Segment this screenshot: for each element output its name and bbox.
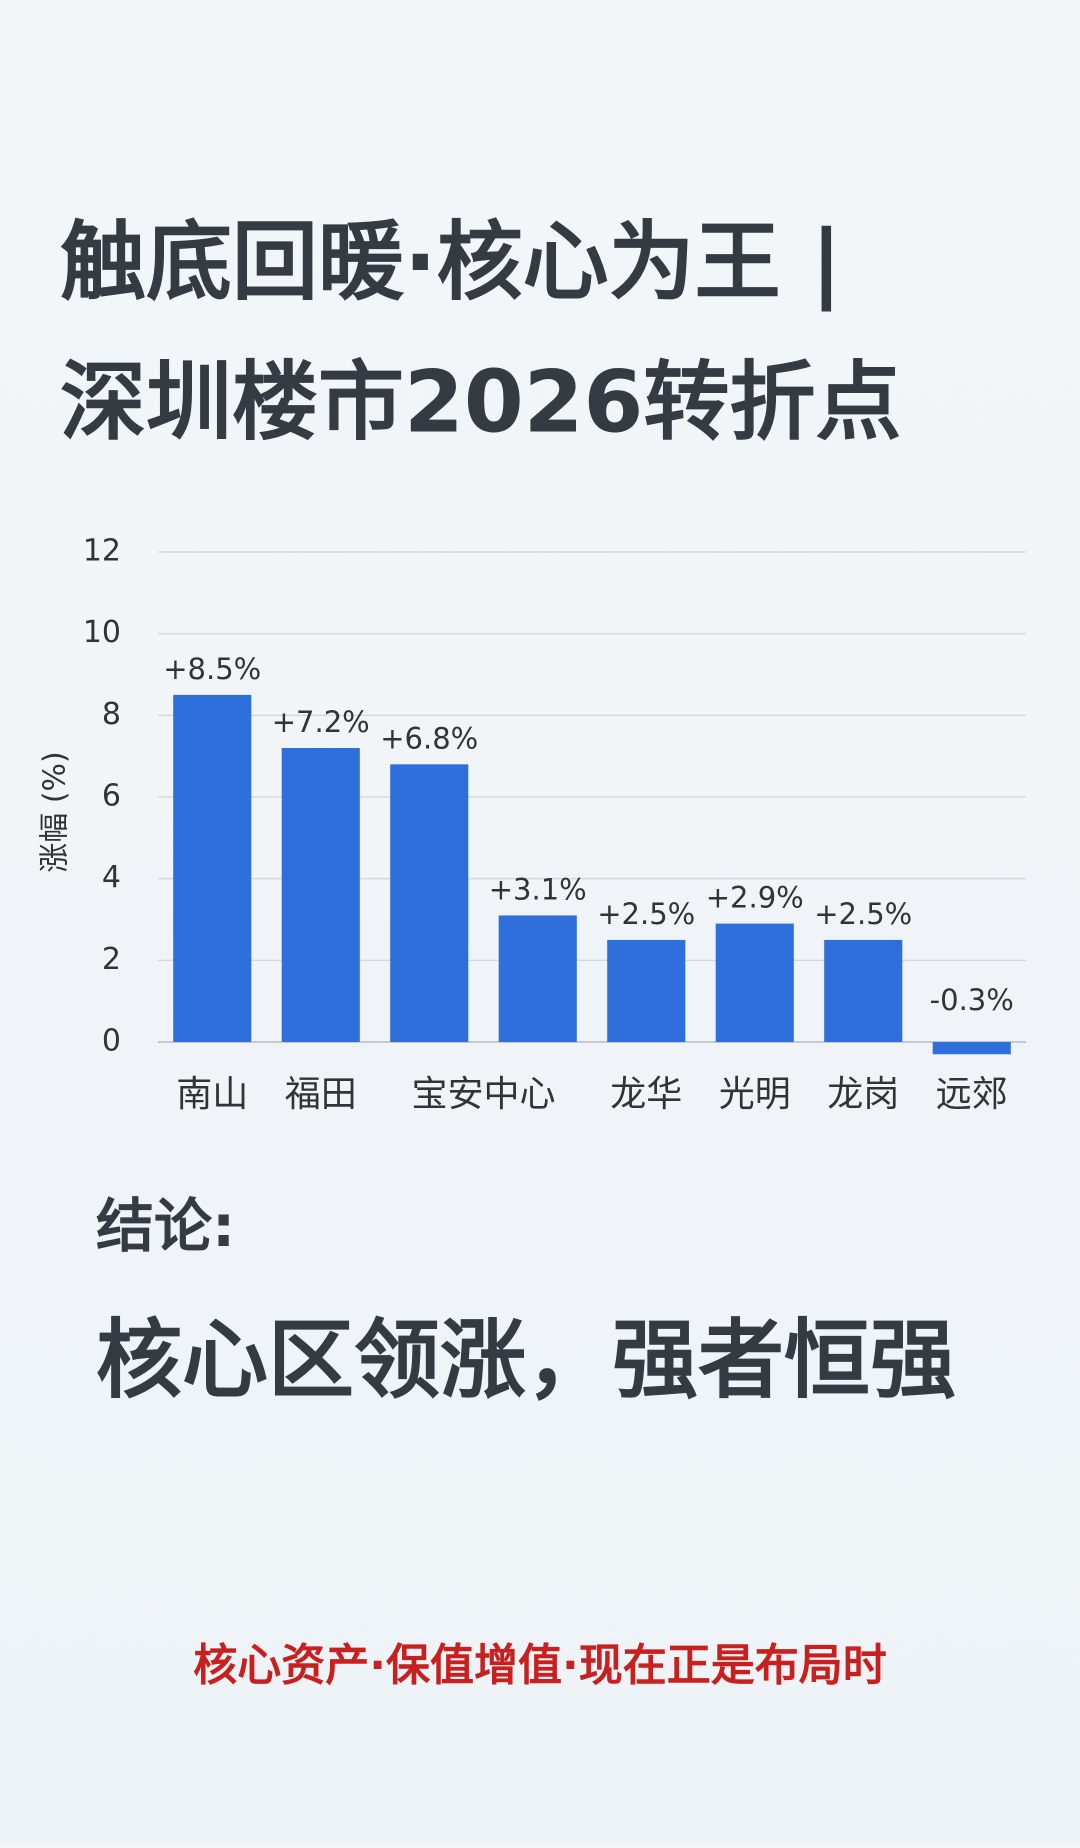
y-tick-label: 4 — [102, 860, 121, 895]
value-label: +3.1% — [489, 872, 587, 906]
x-tick-label: 南山 — [176, 1074, 248, 1115]
y-tick-label: 12 — [83, 534, 121, 569]
title-line: 深圳楼市2026转折点 — [60, 352, 901, 452]
y-tick-label: 10 — [83, 615, 121, 650]
y-axis-label: 涨幅 (%) — [38, 751, 73, 872]
footer: 核心资产·保值增值·现在正是布局时 — [193, 1640, 886, 1691]
x-tick-label: 龙华 — [610, 1074, 682, 1115]
bar — [281, 748, 360, 1042]
y-tick-label: 8 — [102, 697, 121, 732]
bar — [715, 923, 794, 1042]
x-tick-label: 宝安中心 — [411, 1074, 555, 1115]
value-label: +8.5% — [163, 652, 261, 686]
y-tick-label: 6 — [102, 779, 121, 814]
y-tick-label: 2 — [102, 942, 121, 977]
value-label: +7.2% — [272, 705, 370, 739]
bar — [173, 694, 252, 1042]
y-tick-label: 0 — [102, 1024, 121, 1059]
value-label: -0.3% — [930, 983, 1014, 1017]
x-tick-label: 远郊 — [936, 1074, 1008, 1115]
bar — [824, 939, 903, 1042]
conclusion-label: 结论: — [96, 1192, 235, 1260]
conclusion-text: 核心区领涨，强者恒强 — [96, 1310, 956, 1410]
chart: 0 2 4 6 8 10 12 南山 +8.5% 福田 +7.2% 宝安中心 +6.8% +3.1% 龙华 +… — [83, 534, 1026, 1115]
value-label: +2.5% — [597, 897, 695, 931]
bar — [607, 939, 686, 1042]
x-tick-label: 龙岗 — [827, 1074, 899, 1115]
x-tick-label: 福田 — [285, 1074, 357, 1115]
value-label: +2.9% — [706, 881, 804, 915]
x-tick-label: 光明 — [719, 1074, 791, 1115]
bar — [390, 764, 469, 1042]
bar — [932, 1042, 1011, 1055]
value-label: +6.8% — [380, 721, 478, 755]
value-label: +2.5% — [814, 897, 912, 931]
title-line: 触底回暖·核心为王 | — [60, 212, 842, 312]
bar — [498, 915, 577, 1042]
